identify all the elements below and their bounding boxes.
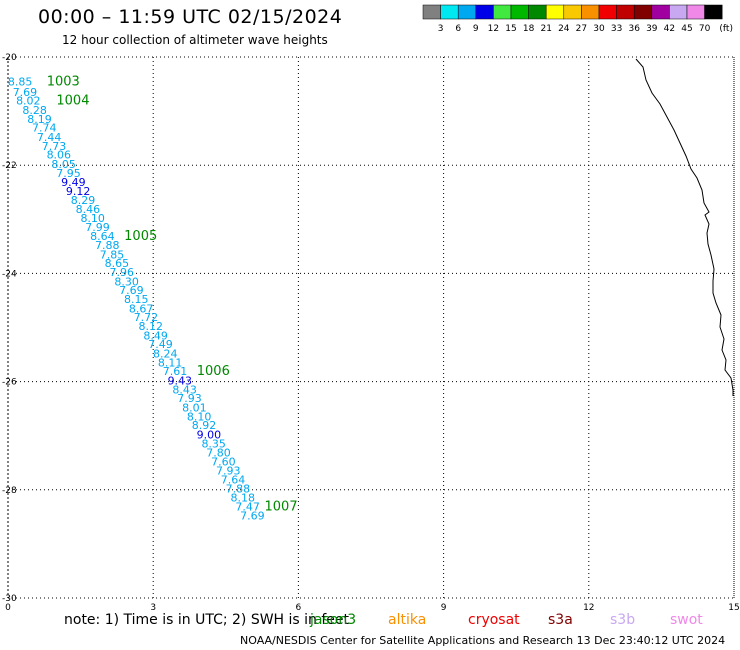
wave-height-label: 7.96 xyxy=(109,266,134,279)
wave-height-label: 7.61 xyxy=(163,365,188,378)
y-tick-label: -28 xyxy=(2,486,17,496)
wave-height-label: 7.95 xyxy=(56,167,81,180)
x-tick-label: 12 xyxy=(583,603,594,610)
legend-item-altika: altika xyxy=(388,612,427,628)
wave-height-label: 7.49 xyxy=(148,338,173,351)
time-label: 1006 xyxy=(197,364,230,379)
wave-height-label: 8.64 xyxy=(90,230,115,243)
colorbar-tick-label: 6 xyxy=(455,24,461,34)
colorbar-tick-label: 9 xyxy=(473,24,479,34)
colorbar-tick-label: 39 xyxy=(646,24,658,34)
wave-height-label: 8.92 xyxy=(192,419,217,432)
wave-height-label: 8.01 xyxy=(182,401,207,414)
colorbar-tick-label: 21 xyxy=(540,24,551,34)
wave-height-label: 7.88 xyxy=(95,239,120,252)
wave-height-label: 8.05 xyxy=(51,158,76,171)
legend-item-swot: swot xyxy=(670,612,703,628)
legend-item-jason3: jason3 xyxy=(310,612,357,628)
chart-subtitle: 12 hour collection of altimeter wave hei… xyxy=(62,33,328,47)
wave-height-label: 7.80 xyxy=(206,446,231,459)
wave-height-label: 8.10 xyxy=(80,212,105,225)
x-tick-label: 0 xyxy=(5,603,11,610)
colorbar-tick-label: 36 xyxy=(628,24,640,34)
wave-height-label: 7.69 xyxy=(119,284,144,297)
wave-height-label: 8.49 xyxy=(143,329,168,342)
y-tick-label: -24 xyxy=(2,269,17,279)
footer-credit: NOAA/NESDIS Center for Satellite Applica… xyxy=(240,634,726,647)
wave-height-label: 8.24 xyxy=(153,347,178,360)
wave-height-label: 9.12 xyxy=(66,185,91,198)
colorbar-tick-label: 18 xyxy=(523,24,535,34)
wave-height-label: 8.29 xyxy=(71,194,96,207)
wave-height-label: 7.93 xyxy=(216,465,241,478)
colorbar-tick-label: 12 xyxy=(488,24,499,34)
wave-height-label: 7.85 xyxy=(100,248,125,261)
wave-height-label: 7.64 xyxy=(221,473,246,486)
wave-height-label: 7.88 xyxy=(226,483,251,496)
colorbar-tick-label: 70 xyxy=(699,24,711,34)
wave-height-label: 9.43 xyxy=(168,374,193,387)
colorbar-unit-label: (ft) xyxy=(719,24,733,34)
y-tick-label: -26 xyxy=(2,378,17,388)
wave-height-label: 8.15 xyxy=(124,293,149,306)
wave-height-label: 7.72 xyxy=(134,311,159,324)
wave-height-label: 8.85 xyxy=(8,76,33,89)
wave-height-label: 8.28 xyxy=(22,104,47,117)
colorbar-tick-label: 45 xyxy=(681,24,692,34)
wave-height-label: 7.93 xyxy=(177,392,202,405)
time-label: 1004 xyxy=(56,94,89,109)
wave-height-label: 7.99 xyxy=(85,221,110,234)
wave-height-label: 8.10 xyxy=(187,411,212,424)
y-tick-label: -22 xyxy=(2,161,17,171)
x-tick-label: 9 xyxy=(441,603,447,610)
chart-title: 00:00 – 11:59 UTC 02/15/2024 xyxy=(38,6,343,28)
coastline xyxy=(635,58,734,396)
wave-height-label: 8.19 xyxy=(27,113,52,126)
legend-item-s3a: s3a xyxy=(548,612,573,628)
colorbar-tick-label: 27 xyxy=(576,24,587,34)
colorbar-tick-label: 24 xyxy=(558,24,570,34)
legend-item-s3b: s3b xyxy=(610,612,636,628)
legend-item-cryosat: cryosat xyxy=(468,612,520,628)
wave-height-label: 8.46 xyxy=(76,203,101,216)
wave-height-label: 9.49 xyxy=(61,176,86,189)
wave-height-label: 7.74 xyxy=(32,122,57,135)
wave-height-label: 7.47 xyxy=(235,500,260,513)
x-tick-label: 15 xyxy=(728,603,739,610)
wave-height-label: 8.12 xyxy=(139,320,164,333)
time-label: 1003 xyxy=(47,75,80,90)
y-tick-label: -30 xyxy=(2,594,17,604)
wave-height-label: 8.65 xyxy=(105,257,130,270)
wave-height-label: 7.60 xyxy=(211,455,236,468)
color-scale-bar: 3 6 9 12 15 18 21 24 27 30 33 36 39 42 45 70 (ft) xyxy=(422,4,733,34)
wave-height-label: 7.73 xyxy=(42,140,67,153)
wave-height-label: 8.30 xyxy=(114,275,139,288)
colorbar-tick-label: 33 xyxy=(611,24,622,34)
colorbar-tick-label: 30 xyxy=(593,24,605,34)
wave-height-label: 8.67 xyxy=(129,302,154,315)
wave-height-label: 8.18 xyxy=(230,492,255,505)
wave-height-label: 8.02 xyxy=(16,95,41,108)
wave-height-label: 7.44 xyxy=(37,131,62,144)
wave-height-label: 8.35 xyxy=(201,438,226,451)
y-tick-label: -20 xyxy=(2,53,17,63)
wave-height-label: 8.43 xyxy=(172,384,197,397)
wave-height-label: 7.69 xyxy=(240,510,265,523)
footer-note: note: 1) Time is in UTC; 2) SWH is in fe… xyxy=(64,612,350,628)
x-tick-label: 3 xyxy=(150,603,156,610)
time-label: 1007 xyxy=(265,499,298,514)
x-tick-label: 6 xyxy=(296,603,302,610)
colorbar-swatch xyxy=(704,4,723,20)
wave-height-label: 7.69 xyxy=(13,86,38,99)
colorbar-tick-label: 15 xyxy=(505,24,516,34)
plot-frame xyxy=(7,56,735,599)
wave-height-plot: 0 3 6 9 12 15-20-22-24-26-28-308.857.698.028.… xyxy=(2,53,740,610)
wave-height-label: 8.11 xyxy=(158,356,183,369)
wave-height-label: 9.00 xyxy=(197,428,222,441)
time-label: 1005 xyxy=(124,229,157,244)
colorbar-tick-label: 42 xyxy=(664,24,675,34)
wave-height-label: 8.06 xyxy=(47,149,72,162)
colorbar-tick-label: 3 xyxy=(438,24,444,34)
